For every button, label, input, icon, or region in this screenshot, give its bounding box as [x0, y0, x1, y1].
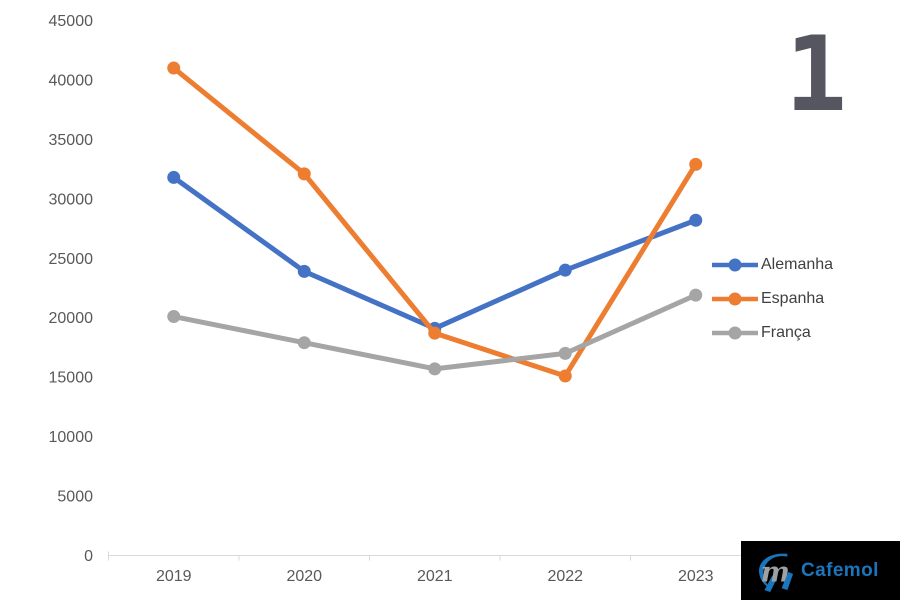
- data-point-espanha-2019: [167, 61, 181, 75]
- data-point-franca-2019: [167, 310, 181, 324]
- cafemol-logo: m Cafemol: [741, 541, 900, 600]
- data-point-alemanha-2019: [167, 170, 181, 184]
- y-axis-tick-label: 0: [84, 548, 93, 565]
- legend-label-espanha: Espanha: [761, 290, 825, 307]
- y-axis-tick-label: 30000: [49, 191, 94, 208]
- data-point-alemanha-2020: [297, 264, 311, 278]
- data-point-espanha-2020: [297, 167, 311, 181]
- data-point-franca-2020: [297, 336, 311, 350]
- legend-item-espanha: Espanha: [712, 282, 833, 316]
- x-axis-tick-label: 2023: [678, 568, 714, 585]
- legend-marker-franca: [712, 326, 758, 340]
- x-axis-tick-label: 2021: [417, 568, 453, 585]
- data-point-franca-2022: [558, 346, 572, 360]
- cafemol-m-icon: m: [758, 553, 794, 592]
- y-axis-tick-label: 25000: [49, 251, 94, 268]
- slide-number: 1: [784, 15, 847, 135]
- data-point-franca-2023: [689, 288, 703, 302]
- y-axis-tick-label: 35000: [49, 132, 94, 149]
- legend-label-franca: França: [761, 324, 811, 341]
- x-axis-tick-label: 2019: [156, 568, 192, 585]
- legend-label-alemanha: Alemanha: [761, 256, 834, 273]
- y-axis-tick-label: 40000: [49, 72, 94, 89]
- series-line-alemanha: [171, 174, 699, 331]
- logo-text: Cafemol: [801, 559, 879, 581]
- x-axis-tick-label: 2020: [286, 568, 322, 585]
- legend-marker-espanha: [712, 292, 758, 306]
- y-axis-tick-label: 5000: [57, 489, 93, 506]
- y-axis-tick-label: 45000: [49, 13, 94, 30]
- chart-legend: Alemanha Espanha França: [712, 248, 833, 350]
- data-point-alemanha-2023: [689, 213, 703, 227]
- y-axis-tick-label: 15000: [49, 370, 94, 387]
- legend-item-alemanha: Alemanha: [712, 248, 833, 282]
- y-axis-tick-label: 10000: [49, 429, 94, 446]
- data-point-franca-2021: [428, 362, 442, 376]
- data-point-espanha-2022: [558, 369, 572, 383]
- data-point-espanha-2021: [428, 326, 442, 340]
- legend-marker-alemanha: [712, 258, 758, 272]
- data-point-espanha-2023: [689, 157, 703, 171]
- data-point-alemanha-2022: [558, 263, 572, 277]
- legend-item-franca: França: [712, 316, 833, 350]
- x-axis-tick-label: 2022: [547, 568, 583, 585]
- y-axis-tick-label: 20000: [49, 310, 94, 327]
